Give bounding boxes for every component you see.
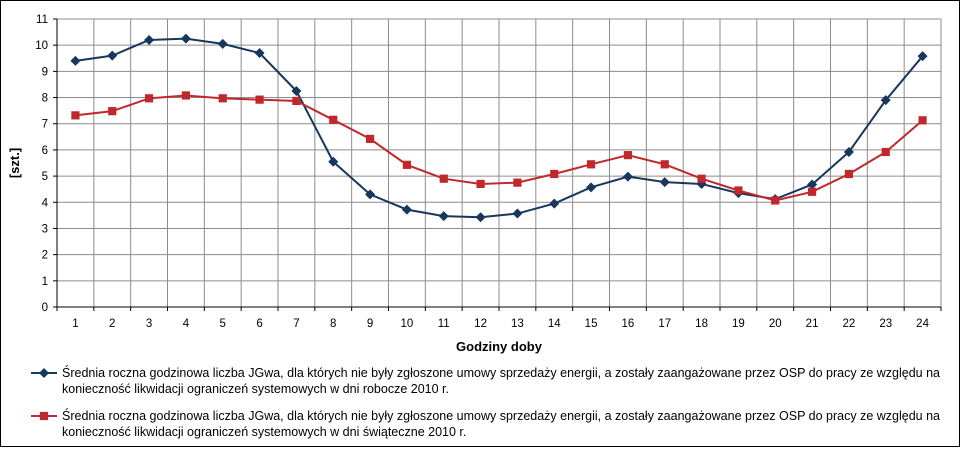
series-2-point-15 — [586, 160, 596, 169]
series-2-point-10 — [402, 160, 412, 169]
x-tick-label-11: 11 — [438, 318, 450, 330]
y-tick-label-10: 10 — [35, 40, 48, 52]
series-2-point-3 — [144, 94, 154, 103]
series-2-point-1 — [71, 111, 80, 120]
series-1-point-6 — [254, 48, 265, 59]
series-2-point-22 — [844, 169, 854, 179]
series-2-point-2 — [108, 107, 117, 116]
y-tick-label-11: 11 — [36, 14, 48, 26]
series-1-point-22 — [843, 146, 854, 158]
series-2-point-21 — [807, 187, 817, 196]
legend-entry-series-1-label: Średnia roczna godzinowa liczba JGwa, dl… — [62, 366, 941, 396]
x-tick-label-17: 17 — [658, 318, 671, 330]
series-2-point-14 — [550, 169, 559, 179]
y-tick-label-9: 9 — [42, 66, 48, 78]
x-tick-label-21: 21 — [806, 318, 819, 330]
series-2-point-18 — [697, 174, 706, 183]
y-tick-label-2: 2 — [42, 250, 48, 262]
x-tick-label-10: 10 — [401, 318, 414, 330]
series-1-point-17 — [659, 177, 670, 188]
series-2-point-8 — [329, 115, 338, 124]
series-1-point-1 — [70, 55, 81, 66]
series-2-point-11 — [439, 174, 448, 183]
x-tick-label-7: 7 — [293, 318, 299, 330]
x-tick-label-12: 12 — [474, 318, 487, 330]
y-tick-labels: 0 1 2 3 4 5 6 7 8 9 10 11 — [35, 14, 48, 314]
y-tick-label-0: 0 — [42, 302, 48, 314]
series-2-point-13 — [513, 178, 522, 187]
x-tick-label-1: 1 — [72, 318, 78, 330]
series-2-point-20 — [771, 196, 780, 205]
series-1-point-24 — [917, 51, 928, 62]
series-1-point-23 — [880, 95, 891, 106]
y-tick-label-1: 1 — [42, 276, 48, 288]
series-2-line — [75, 94, 924, 202]
series-1-point-10 — [401, 204, 412, 215]
legend-series-2-marker — [39, 411, 49, 421]
series-1-point-4 — [180, 33, 191, 44]
x-tick-label-8: 8 — [330, 318, 336, 330]
x-tick-label-14: 14 — [548, 318, 561, 330]
series-2-point-12 — [476, 179, 485, 189]
series-2-point-6 — [255, 95, 264, 104]
series-group — [70, 33, 928, 223]
series-2-point-17 — [660, 160, 669, 169]
y-tick-label-3: 3 — [42, 223, 48, 235]
x-tick-labels: 1 2 3 4 5 6 7 8 9 10 11 12 13 14 15 16 17 18 19 20 21 22 23 24 — [72, 318, 929, 330]
series-1-point-8 — [328, 156, 339, 167]
series-2-point-19 — [734, 186, 743, 195]
series-2-point-7 — [292, 96, 301, 106]
series-1-point-13 — [512, 208, 523, 219]
axes — [53, 18, 942, 311]
x-tick-label-15: 15 — [585, 318, 598, 330]
x-tick-label-6: 6 — [256, 318, 262, 330]
y-axis-label: [szt.] — [7, 148, 22, 178]
series-1-point-14 — [549, 198, 560, 209]
x-tick-label-16: 16 — [622, 318, 635, 330]
series-1-line — [75, 37, 924, 219]
y-tick-label-4: 4 — [42, 197, 49, 209]
x-tick-label-18: 18 — [695, 318, 708, 330]
series-1-point-7 — [291, 85, 302, 97]
series-1-point-5 — [217, 38, 228, 49]
legend-entry-series-2-label: Średnia roczna godzinowa liczba JGwa, dl… — [62, 409, 941, 439]
x-tick-label-4: 4 — [183, 318, 190, 330]
series-1-point-11 — [438, 211, 449, 222]
series-1-point-9 — [365, 189, 376, 200]
x-tick-label-20: 20 — [769, 318, 782, 330]
x-tick-label-13: 13 — [511, 318, 524, 330]
series-2-point-24 — [918, 116, 927, 125]
series-2-point-16 — [623, 151, 633, 160]
legend — [31, 367, 57, 421]
y-tick-label-7: 7 — [42, 119, 48, 131]
series-1-point-12 — [475, 212, 486, 223]
y-tick-label-6: 6 — [42, 145, 48, 157]
series-1-point-3 — [144, 34, 155, 45]
x-tick-label-5: 5 — [220, 318, 226, 330]
legend-series-1-marker — [38, 367, 50, 379]
series-1-point-15 — [586, 182, 597, 193]
y-tick-label-8: 8 — [42, 93, 48, 105]
series-1-point-16 — [622, 171, 633, 182]
x-tick-label-9: 9 — [367, 318, 373, 330]
x-tick-label-24: 24 — [916, 318, 929, 330]
x-tick-label-19: 19 — [732, 318, 745, 330]
x-tick-label-3: 3 — [146, 318, 152, 330]
x-tick-label-23: 23 — [879, 318, 892, 330]
series-2-point-4 — [181, 91, 191, 100]
series-2-point-23 — [881, 147, 890, 157]
x-tick-label-2: 2 — [109, 318, 115, 330]
y-tick-label-5: 5 — [42, 171, 48, 183]
series-2-point-5 — [218, 94, 227, 103]
series-2-point-9 — [365, 134, 375, 144]
series-1-point-2 — [107, 50, 118, 61]
x-tick-label-22: 22 — [843, 318, 856, 330]
x-axis-label: Godziny doby — [456, 339, 543, 354]
